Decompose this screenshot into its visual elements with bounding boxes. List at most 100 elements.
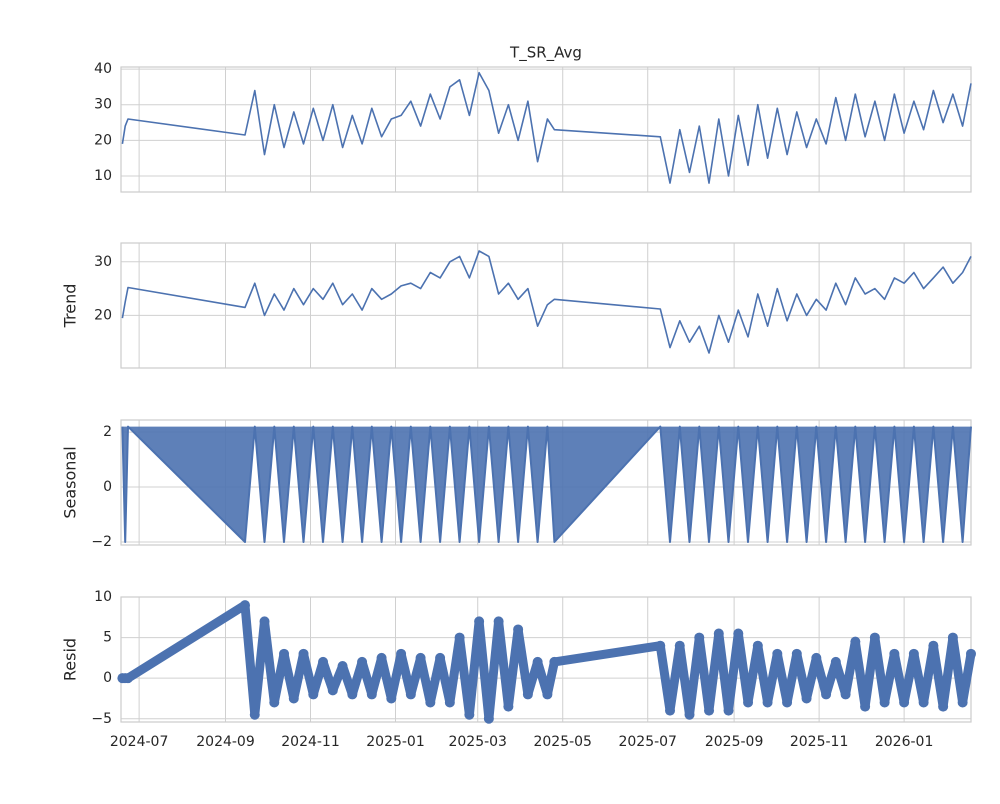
series-line	[121, 425, 972, 543]
resid-point	[288, 693, 299, 704]
x-tick-label: 2025-01	[366, 734, 425, 750]
y-tick-label: 30	[94, 254, 112, 270]
resid-point	[762, 697, 773, 708]
resid-point	[743, 697, 754, 708]
resid-point	[513, 624, 524, 635]
resid-point	[318, 656, 329, 667]
resid-point	[522, 689, 533, 700]
resid-point	[655, 640, 666, 651]
resid-point	[269, 697, 280, 708]
resid-point	[503, 701, 514, 712]
axes-frame	[120, 66, 972, 193]
resid-point	[918, 697, 929, 708]
y-tick-label: 20	[94, 307, 112, 323]
resid-point	[240, 600, 251, 611]
resid-point	[704, 705, 715, 716]
resid-point	[435, 652, 446, 663]
resid-point	[684, 709, 695, 720]
resid-point	[830, 656, 841, 667]
resid-point	[733, 628, 744, 639]
resid-point	[337, 660, 348, 671]
resid-point	[879, 697, 890, 708]
y-tick-label: 10	[94, 589, 112, 605]
subplot: 10 20 30 40 T_SR_Avg	[94, 44, 972, 193]
resid-point	[665, 705, 676, 716]
resid-point	[869, 632, 880, 643]
subplot: −5 0 5 10 Resid 2024-07 2024-09 2024-11 2025-01 2…	[61, 589, 976, 750]
resid-point	[464, 709, 475, 720]
y-tick-label: 10	[94, 168, 112, 184]
resid-point	[811, 652, 822, 663]
y-tick-label: 20	[94, 132, 112, 148]
resid-point	[889, 648, 900, 659]
resid-point	[298, 648, 309, 659]
resid-point	[821, 689, 832, 700]
resid-point	[713, 628, 724, 639]
resid-point	[752, 640, 763, 651]
axes-frame	[120, 419, 972, 546]
resid-point	[308, 689, 319, 700]
resid-point	[327, 685, 338, 696]
resid-point	[542, 689, 553, 700]
resid-point	[347, 689, 358, 700]
resid-point	[532, 656, 543, 667]
resid-point	[415, 652, 426, 663]
resid-point	[454, 632, 465, 643]
resid-point	[259, 616, 270, 627]
resid-point	[279, 648, 290, 659]
resid-point	[840, 689, 851, 700]
axes-frame	[120, 242, 972, 369]
resid-point	[376, 652, 387, 663]
y-tick-label: 0	[103, 479, 112, 495]
resid-point	[928, 640, 939, 651]
subplot: 20 30 Trend	[61, 242, 972, 369]
resid-point	[772, 648, 783, 659]
x-tick-label: 2025-03	[448, 734, 507, 750]
resid-point	[860, 701, 871, 712]
resid-point	[366, 689, 377, 700]
resid-point	[386, 693, 397, 704]
y-axis-label: Trend	[61, 284, 80, 329]
resid-point	[782, 697, 793, 708]
resid-point	[850, 636, 861, 647]
seasonal-fill	[122, 426, 971, 542]
resid-trace	[117, 600, 976, 724]
y-tick-label: 40	[94, 61, 112, 77]
y-axis-label: Resid	[61, 638, 80, 681]
x-tick-label: 2025-05	[533, 734, 592, 750]
resid-point	[357, 656, 368, 667]
x-tick-label: 2024-07	[110, 734, 169, 750]
resid-point	[899, 697, 910, 708]
resid-point	[396, 648, 407, 659]
subplot: −2 0 2 Seasonal	[61, 419, 972, 550]
y-tick-label: 30	[94, 97, 112, 113]
resid-point	[723, 705, 734, 716]
resid-point	[947, 632, 958, 643]
y-tick-label: −5	[91, 711, 112, 727]
y-axis-label: Seasonal	[61, 446, 80, 518]
resid-point	[694, 632, 705, 643]
x-tick-label: 2026-01	[875, 734, 934, 750]
x-tick-label: 2025-11	[790, 734, 849, 750]
x-tick-label: 2024-09	[196, 734, 255, 750]
y-tick-label: 2	[103, 424, 112, 440]
x-tick-label: 2025-09	[705, 734, 764, 750]
resid-point	[966, 648, 976, 659]
resid-point	[549, 656, 560, 667]
resid-point	[493, 616, 504, 627]
x-tick-label: 2025-07	[618, 734, 677, 750]
resid-point	[938, 701, 949, 712]
resid-point	[444, 697, 455, 708]
x-tick-label: 2024-11	[281, 734, 340, 750]
resid-point	[483, 713, 494, 724]
resid-point	[801, 693, 812, 704]
resid-point	[122, 673, 133, 684]
resid-point	[249, 709, 260, 720]
y-tick-label: 5	[103, 630, 112, 646]
series-line	[121, 250, 972, 354]
resid-point	[908, 648, 919, 659]
subplot-title: T_SR_Avg	[509, 44, 582, 63]
resid-point	[791, 648, 802, 659]
resid-point	[474, 616, 485, 627]
